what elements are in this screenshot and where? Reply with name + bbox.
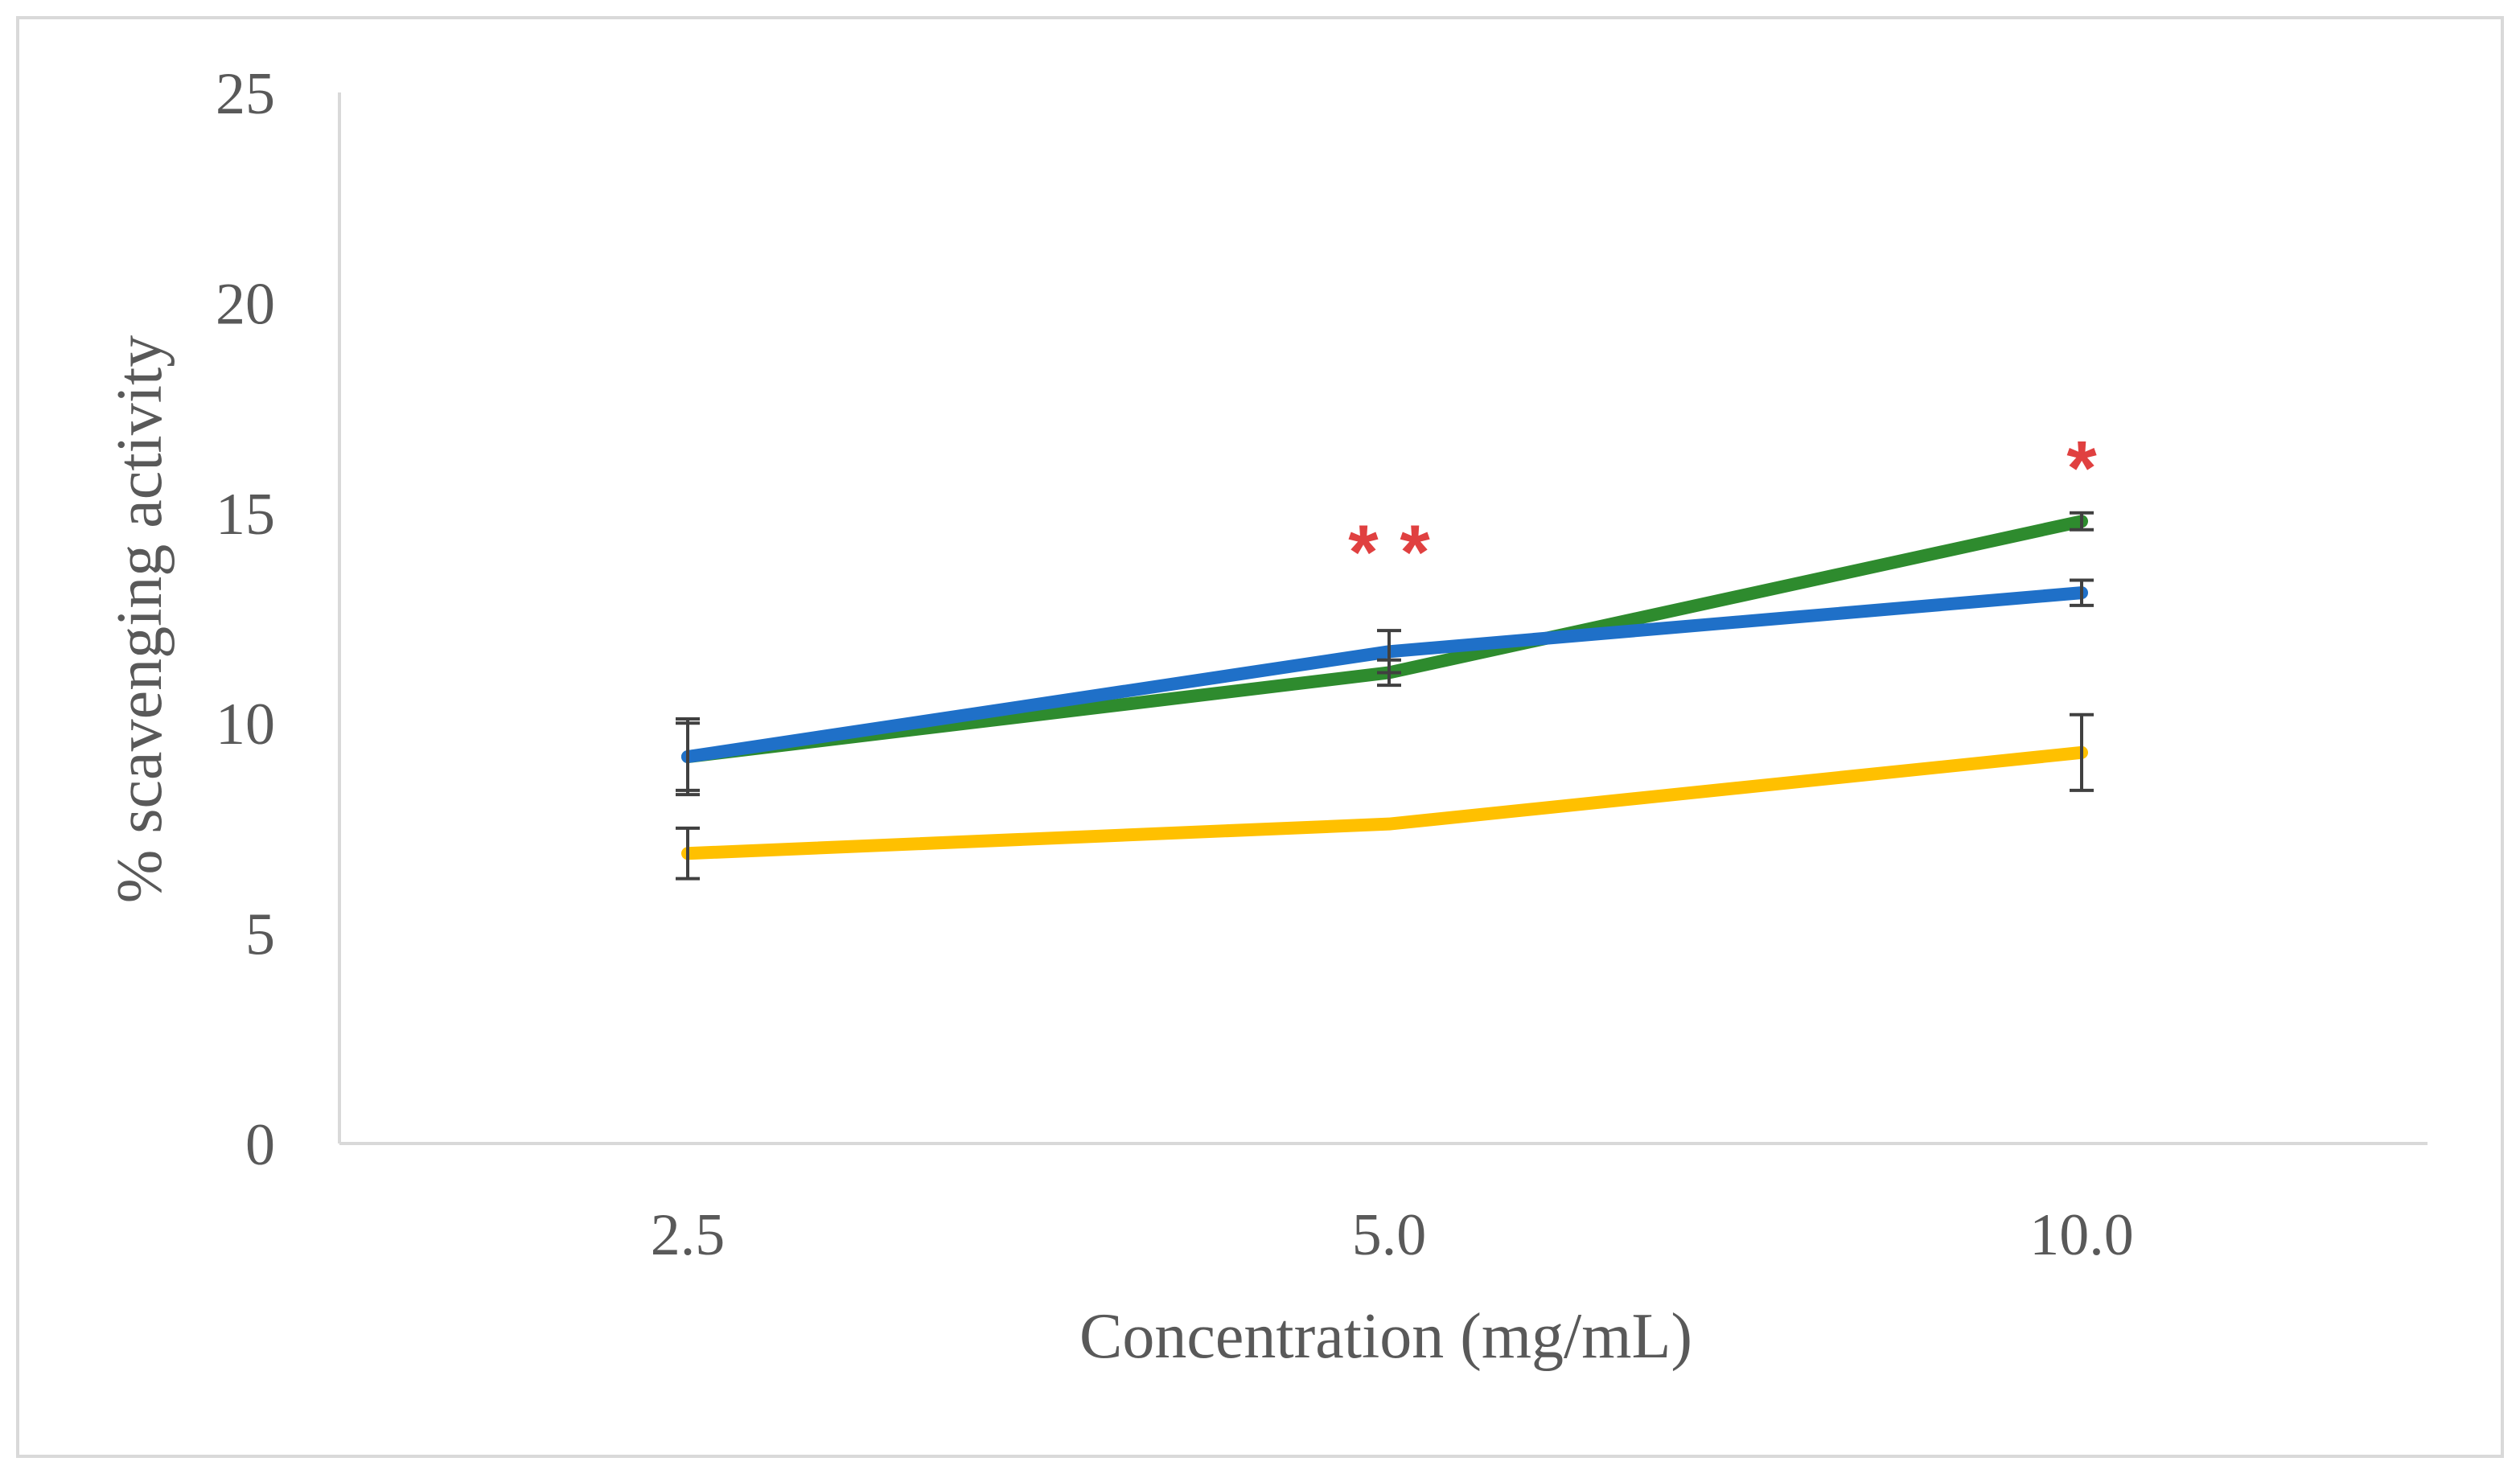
error-bar-green [2070, 511, 2094, 532]
y-tick-label: 0 [245, 1112, 275, 1178]
error-bar-blue [1377, 629, 1401, 675]
x-tick-labels: 2.5 5.0 10.0 [651, 1202, 2134, 1268]
x-tick-label: 5.0 [1352, 1202, 1427, 1268]
error-bar-blue [2070, 578, 2094, 607]
y-tick-labels: 0 5 10 15 20 25 [216, 61, 275, 1178]
error-bar-blue [676, 721, 700, 792]
y-tick-label: 5 [245, 902, 275, 968]
y-tick-label: 15 [216, 482, 275, 548]
error-bar-yellow [2070, 712, 2094, 792]
x-axis-title: Concentration (mg/mL) [1079, 1301, 1692, 1372]
y-axis-title: % scavenging activity [105, 335, 175, 903]
x-tick-label: 10.0 [2029, 1202, 2134, 1268]
y-tick-label: 10 [216, 692, 275, 758]
significance-marker: * [2066, 425, 2097, 511]
error-bars [676, 511, 2094, 881]
chart-border [16, 16, 2504, 1458]
x-tick-label: 2.5 [651, 1202, 726, 1268]
y-tick-label: 25 [216, 61, 275, 127]
series-line-yellow [681, 745, 2088, 860]
error-bar-yellow [676, 826, 700, 881]
axes [338, 92, 2428, 1145]
y-tick-label: 20 [216, 271, 275, 337]
significance-marker: * * [1348, 510, 1430, 596]
significance-annotations: * * * [1348, 425, 2097, 596]
